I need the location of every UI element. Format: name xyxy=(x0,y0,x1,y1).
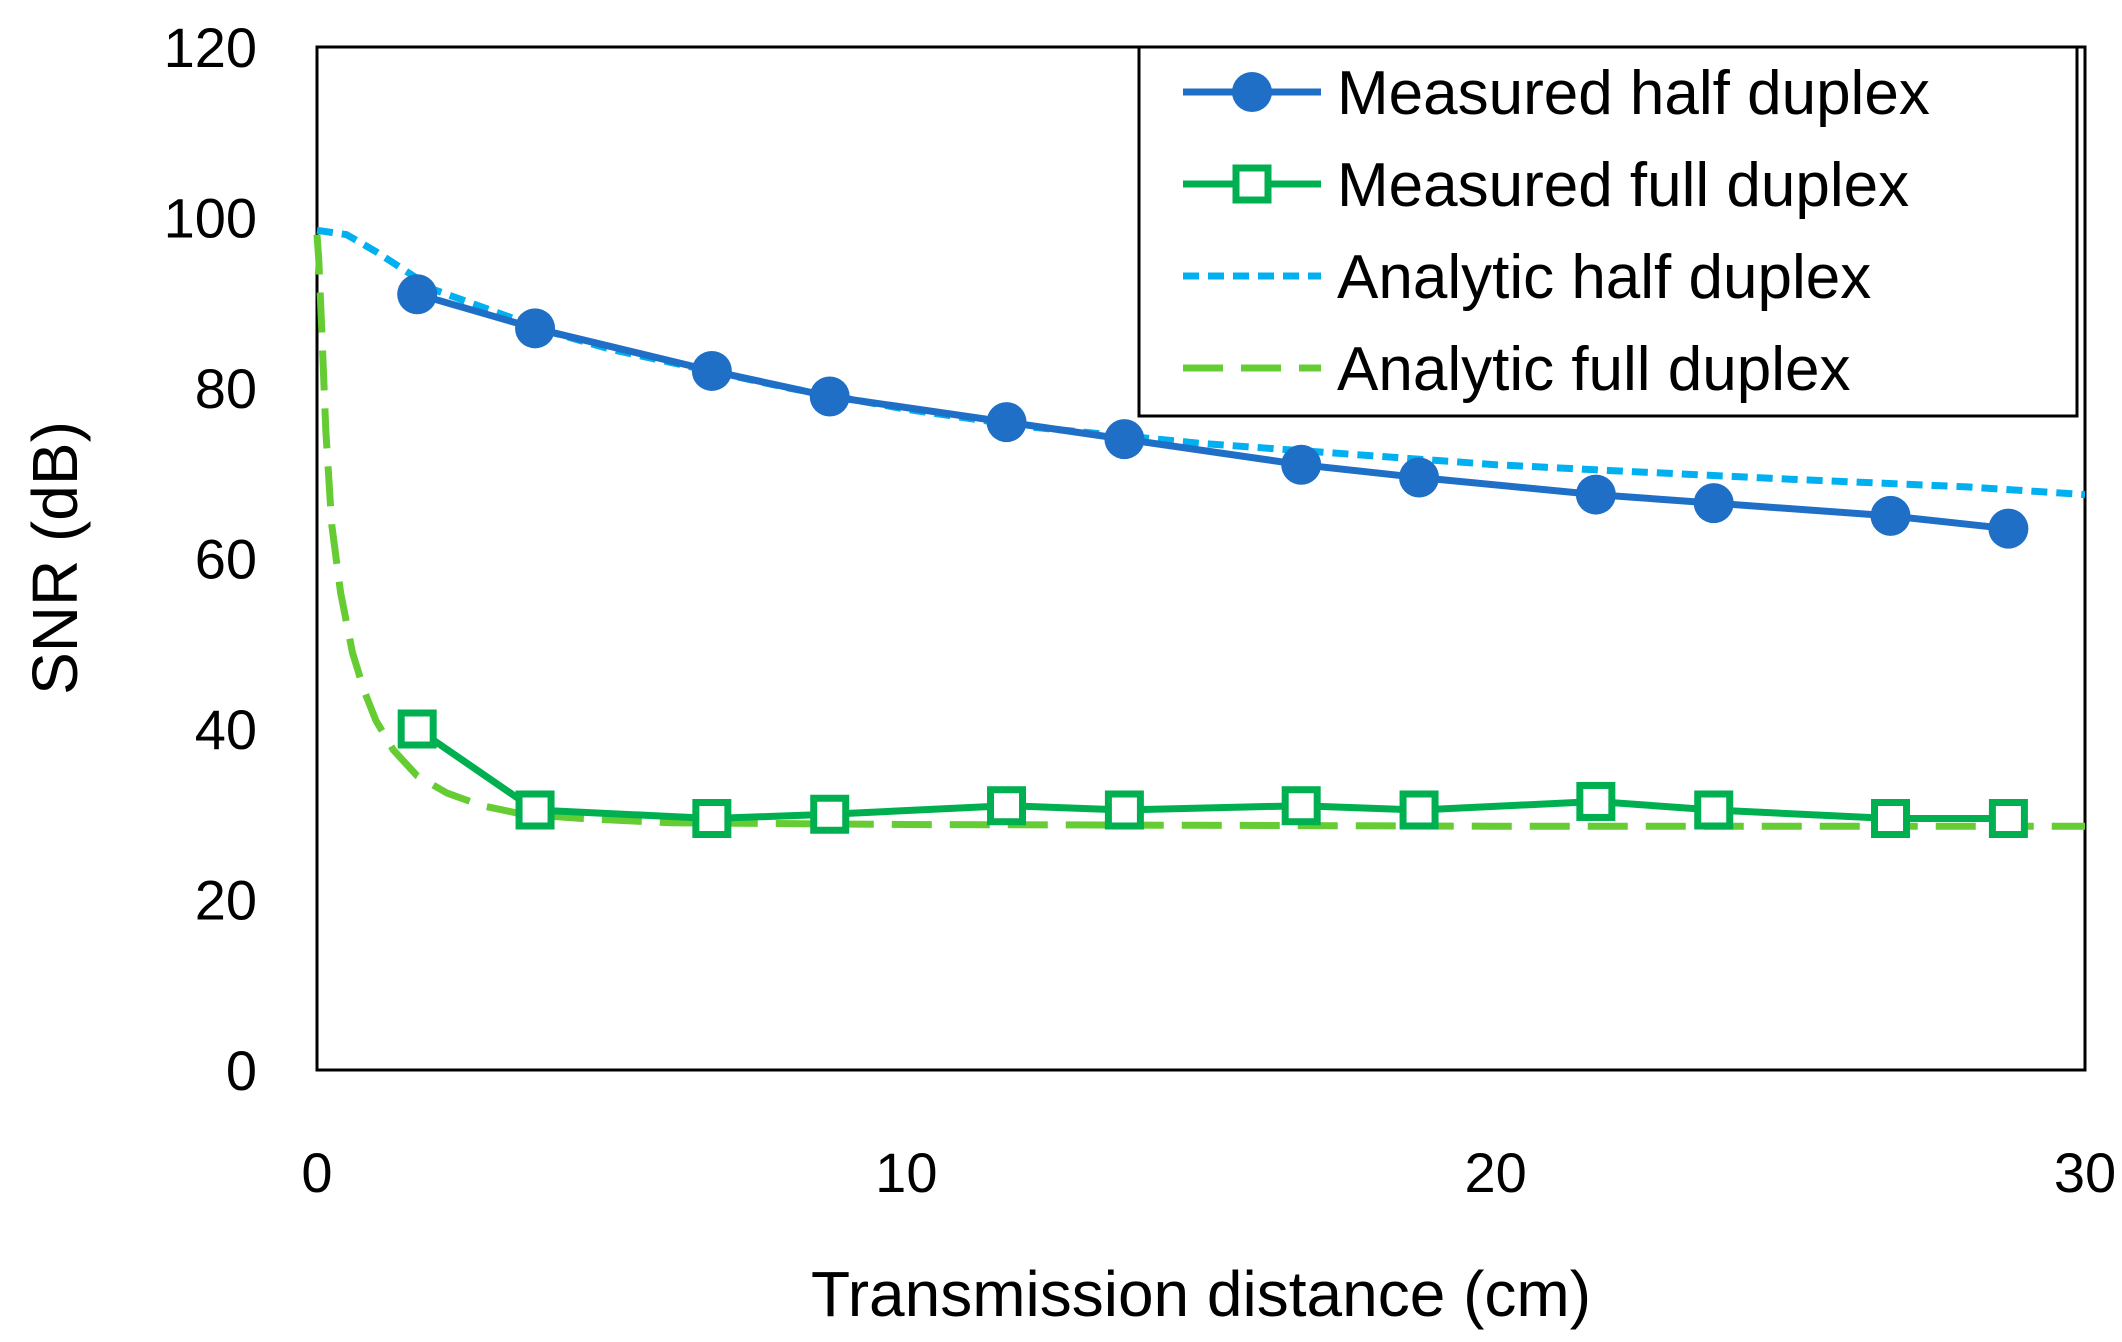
point-measured-half-duplex-9 xyxy=(1693,483,1734,524)
y-tick-label-120: 120 xyxy=(164,16,257,79)
point-measured-half-duplex-3 xyxy=(809,376,850,417)
legend-label-measured-full-duplex: Measured full duplex xyxy=(1337,151,1909,220)
point-measured-full-duplex-5 xyxy=(1104,790,1144,830)
point-measured-half-duplex-4 xyxy=(986,402,1027,443)
y-tick-label-60: 60 xyxy=(195,528,257,591)
y-tick-label-80: 80 xyxy=(195,357,257,420)
y-tick-label-0: 0 xyxy=(226,1039,257,1102)
point-measured-half-duplex-1 xyxy=(515,308,556,349)
point-measured-half-duplex-5 xyxy=(1104,419,1145,460)
y-tick-label-20: 20 xyxy=(195,869,257,932)
line-measured-full-duplex xyxy=(415,726,2009,822)
legend-label-analytic-full-duplex: Analytic full duplex xyxy=(1337,335,1851,404)
legend-marker-measured-half-duplex xyxy=(1232,72,1272,112)
point-measured-full-duplex-8 xyxy=(1576,781,1616,821)
point-measured-half-duplex-0 xyxy=(397,274,438,315)
legend-box xyxy=(1137,45,2079,418)
legend: Measured half duplex Measured full duple… xyxy=(1137,45,2079,418)
point-measured-half-duplex-10 xyxy=(1870,495,1911,536)
point-measured-half-duplex-2 xyxy=(691,350,732,391)
point-measured-half-duplex-11 xyxy=(1988,508,2029,549)
tick-layer: 0 10 20 30 0 20 40 60 80 100 120 xyxy=(164,16,2117,1204)
legend-label-measured-half-duplex: Measured half duplex xyxy=(1337,59,1930,128)
legend-item-analytic-full-duplex: Analytic full duplex xyxy=(1183,335,1851,404)
x-tick-label-30: 30 xyxy=(2054,1141,2116,1204)
legend-item-analytic-half-duplex: Analytic half duplex xyxy=(1183,243,1871,312)
point-measured-full-duplex-2 xyxy=(692,799,732,839)
point-measured-full-duplex-1 xyxy=(515,790,555,830)
series-measured-full-duplex xyxy=(397,709,2028,839)
legend-item-measured-half-duplex: Measured half duplex xyxy=(1183,59,1930,128)
point-measured-full-duplex-3 xyxy=(810,794,850,834)
line-measured-half-duplex xyxy=(416,290,2009,533)
series-analytic-full-duplex xyxy=(313,234,2085,830)
legend-marker-measured-full-duplex xyxy=(1232,164,1272,204)
point-measured-full-duplex-6 xyxy=(1281,786,1321,826)
x-axis-title: Transmission distance (cm) xyxy=(811,1258,1591,1330)
legend-label-analytic-half-duplex: Analytic half duplex xyxy=(1337,243,1871,312)
point-measured-full-duplex-0 xyxy=(397,709,437,749)
point-measured-full-duplex-4 xyxy=(987,786,1027,826)
y-axis-title: SNR (dB) xyxy=(19,421,91,695)
x-tick-label-20: 20 xyxy=(1465,1141,1527,1204)
point-measured-full-duplex-11 xyxy=(1988,799,2028,839)
point-measured-full-duplex-9 xyxy=(1694,790,1734,830)
series-layer xyxy=(313,226,2086,839)
legend-item-measured-full-duplex: Measured full duplex xyxy=(1183,151,1909,220)
point-measured-half-duplex-6 xyxy=(1281,444,1322,485)
line-analytic-full-duplex xyxy=(313,234,2085,830)
point-measured-full-duplex-7 xyxy=(1399,790,1439,830)
y-tick-label-40: 40 xyxy=(195,698,257,761)
x-tick-label-10: 10 xyxy=(875,1141,937,1204)
series-measured-half-duplex xyxy=(397,274,2029,549)
point-measured-half-duplex-7 xyxy=(1399,457,1440,498)
point-measured-half-duplex-8 xyxy=(1575,474,1616,515)
y-tick-label-100: 100 xyxy=(164,187,257,250)
point-measured-full-duplex-10 xyxy=(1871,799,1911,839)
x-tick-label-0: 0 xyxy=(301,1141,332,1204)
